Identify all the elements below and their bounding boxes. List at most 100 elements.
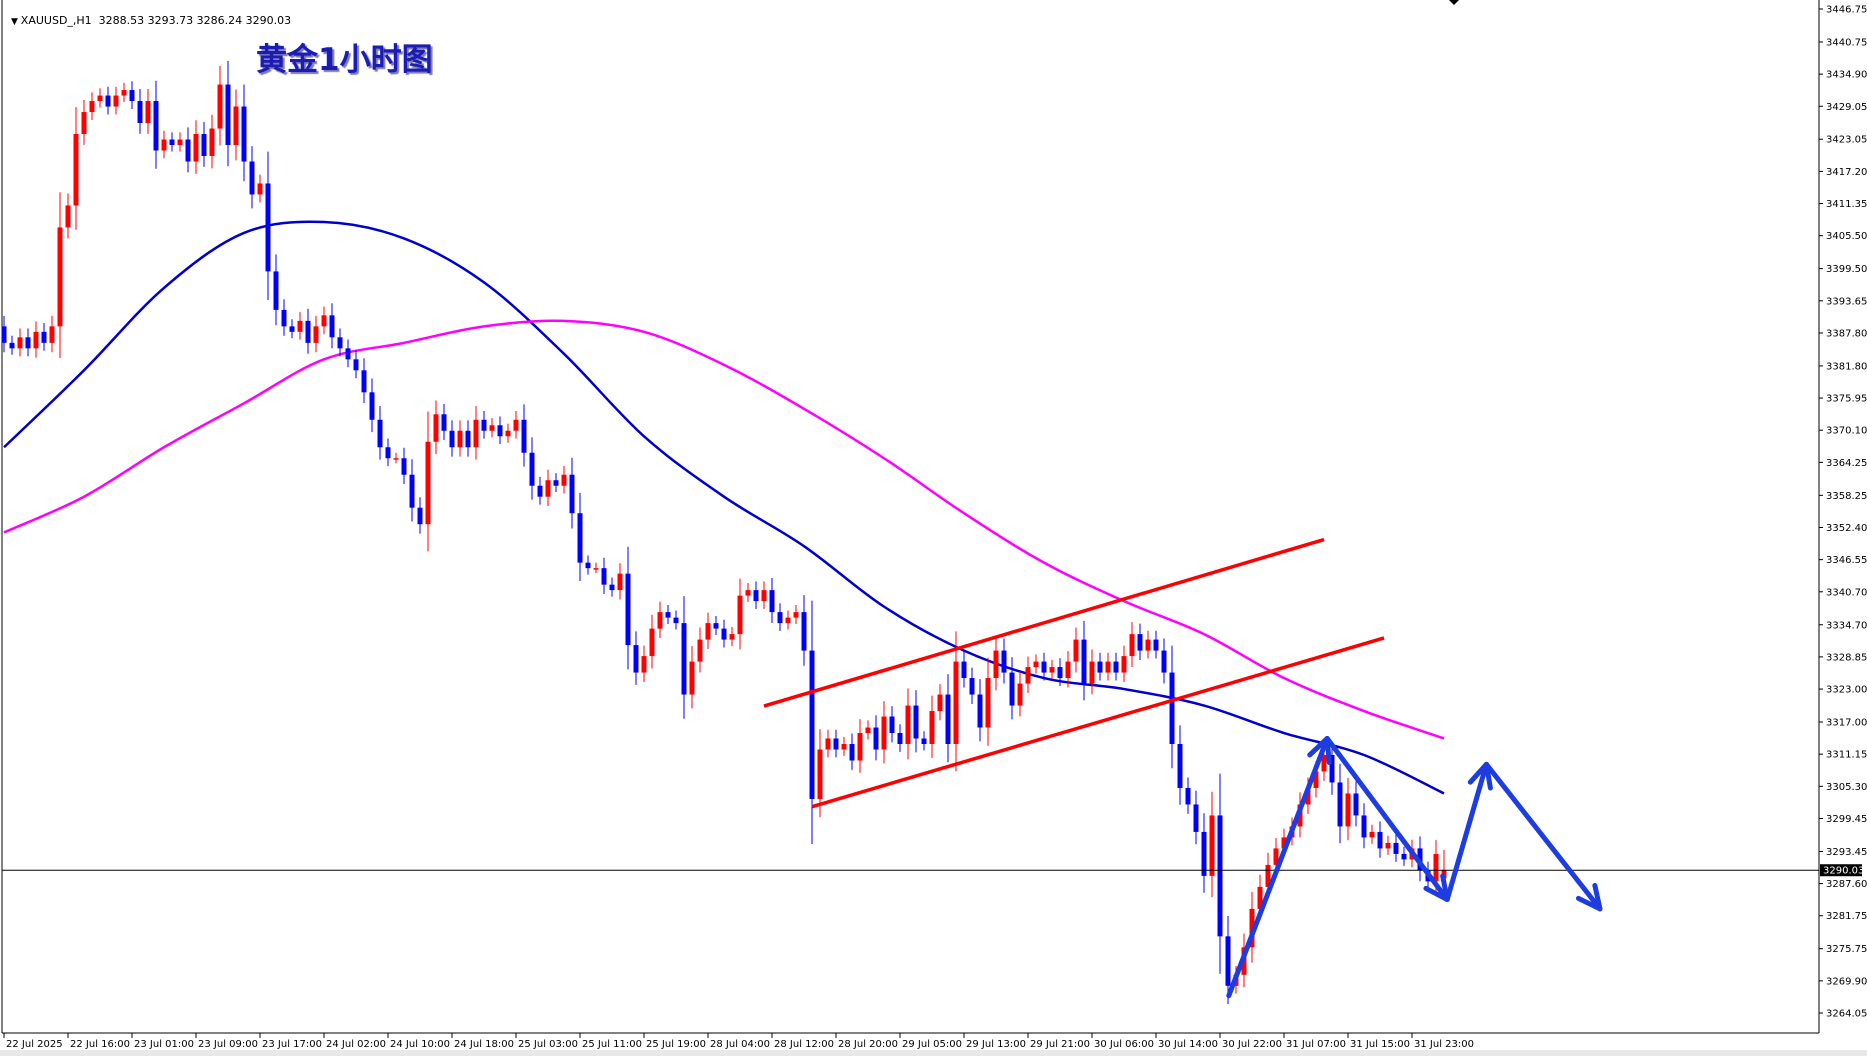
candle-body bbox=[225, 84, 231, 146]
symbol-info: ▼ XAUUSD_,H1 3288.53 3293.73 3286.24 329… bbox=[4, 1, 291, 27]
candle-bearish bbox=[369, 378, 375, 433]
candle-bearish bbox=[1081, 620, 1087, 701]
price-tick-label: 3375.95 bbox=[1826, 394, 1867, 405]
candle-bearish bbox=[289, 319, 295, 339]
candle-bullish bbox=[513, 410, 519, 439]
candle-body bbox=[113, 95, 119, 107]
candle-body bbox=[1265, 864, 1271, 887]
candle-body bbox=[121, 90, 127, 96]
chart-shift-marker-icon[interactable] bbox=[1449, 0, 1459, 5]
candle-body bbox=[873, 727, 879, 750]
candle-body bbox=[1121, 656, 1127, 673]
candle-bullish bbox=[457, 420, 463, 457]
channel-lines[interactable] bbox=[763, 537, 1385, 809]
candle-bullish bbox=[49, 315, 55, 353]
candle-bearish bbox=[577, 492, 583, 581]
candle-bearish bbox=[481, 410, 487, 439]
candle-body bbox=[969, 678, 975, 695]
time-tick-label: 30 Jul 14:00 bbox=[1158, 1039, 1218, 1050]
candle-body bbox=[185, 139, 191, 162]
candle-bearish bbox=[521, 404, 527, 467]
time-axis: 22 Jul 2025 22 Jul 16:00 23 Jul 01:00 23 Ju… bbox=[3, 1033, 1474, 1050]
ma-slow-line bbox=[3, 319, 1445, 740]
candle-bearish bbox=[241, 84, 247, 182]
candle-body bbox=[673, 617, 679, 624]
candle-body bbox=[401, 458, 407, 475]
candle-bearish bbox=[553, 473, 559, 493]
candle-bullish bbox=[1065, 651, 1071, 688]
candle-body bbox=[1393, 842, 1399, 854]
price-tick-label: 3381.80 bbox=[1826, 361, 1867, 372]
candle-bearish bbox=[1401, 846, 1407, 866]
candle-body bbox=[1097, 661, 1103, 673]
candle-bearish bbox=[1137, 623, 1143, 660]
price-tick-label: 3328.85 bbox=[1826, 652, 1867, 663]
candle-bearish bbox=[945, 674, 951, 763]
candle-bearish bbox=[921, 731, 927, 751]
candle-body bbox=[753, 590, 759, 602]
candle-body bbox=[129, 90, 135, 102]
price-tick-label: 3323.00 bbox=[1826, 685, 1867, 696]
candle-bullish bbox=[113, 86, 119, 115]
candle-body bbox=[201, 134, 207, 157]
current-price-line: 3290.03 bbox=[2, 864, 1864, 877]
candle-body bbox=[729, 634, 735, 640]
forecast-arrow-segment bbox=[1226, 736, 1330, 999]
candle-body bbox=[1025, 667, 1031, 684]
candle-body bbox=[1073, 639, 1079, 662]
candle-body bbox=[1177, 744, 1183, 788]
candle-bullish bbox=[321, 306, 327, 335]
candle-body bbox=[897, 733, 903, 745]
candle-body bbox=[681, 623, 687, 695]
candle-body bbox=[1033, 661, 1039, 668]
price-tick-label: 3317.00 bbox=[1826, 718, 1867, 729]
candle-bullish bbox=[89, 92, 95, 120]
candle-body bbox=[297, 320, 303, 332]
collapse-triangle-icon[interactable]: ▼ bbox=[11, 17, 21, 27]
candle-bearish bbox=[769, 578, 775, 623]
candle-bullish bbox=[593, 562, 599, 574]
candle-body bbox=[457, 430, 463, 448]
candle-bearish bbox=[153, 80, 159, 169]
candle-body bbox=[1009, 672, 1015, 706]
candle-body bbox=[289, 326, 295, 332]
candle-body bbox=[1209, 815, 1215, 876]
candle-bearish bbox=[137, 88, 143, 134]
candle-body bbox=[25, 337, 31, 349]
candle-bearish bbox=[633, 631, 639, 685]
candle-bullish bbox=[881, 701, 887, 764]
time-tick-label: 23 Jul 01:00 bbox=[134, 1039, 194, 1050]
candle-body bbox=[161, 139, 167, 151]
candle-bearish bbox=[721, 619, 727, 648]
candle-body bbox=[737, 595, 743, 635]
candle-bullish bbox=[121, 82, 127, 102]
candle-bearish bbox=[969, 667, 975, 704]
candle-body bbox=[921, 738, 927, 745]
candle-bullish bbox=[1033, 654, 1039, 674]
price-tick-label: 3429.05 bbox=[1826, 102, 1867, 113]
candle-bearish bbox=[1225, 916, 1231, 1005]
candle-bearish bbox=[465, 420, 471, 457]
candle-body bbox=[409, 474, 415, 508]
candle-bullish bbox=[937, 684, 943, 721]
candle-body bbox=[281, 309, 287, 327]
candle-body bbox=[577, 513, 583, 563]
candle-bearish bbox=[385, 438, 391, 467]
time-tick-label: 23 Jul 09:00 bbox=[198, 1039, 258, 1050]
candle-bullish bbox=[985, 657, 991, 746]
candle-bearish bbox=[1, 315, 7, 353]
candle-bearish bbox=[609, 577, 615, 597]
candle-body bbox=[473, 419, 479, 448]
candle-body bbox=[1185, 787, 1191, 805]
candle-body bbox=[545, 480, 551, 497]
forecast-arrows[interactable] bbox=[1226, 736, 1603, 999]
candle-body bbox=[329, 315, 335, 338]
candle-body bbox=[561, 474, 567, 486]
price-tick-label: 3287.60 bbox=[1826, 879, 1867, 890]
candle-bearish bbox=[809, 600, 815, 844]
candle-body bbox=[1201, 831, 1207, 876]
candle-body bbox=[1345, 793, 1351, 827]
symbol-ohlc: XAUUSD_,H1 3288.53 3293.73 3286.24 3290.… bbox=[20, 14, 292, 27]
candle-bearish bbox=[449, 420, 455, 457]
